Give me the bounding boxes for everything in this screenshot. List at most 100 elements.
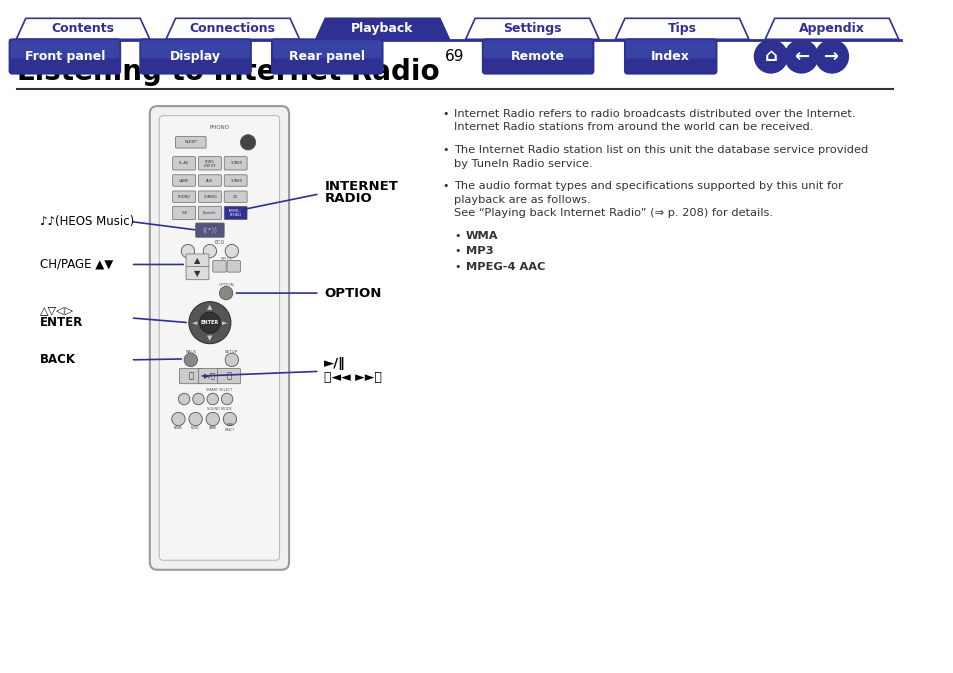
Text: •: •	[454, 231, 460, 241]
Circle shape	[225, 244, 238, 258]
Text: ▶/⏸: ▶/⏸	[204, 373, 215, 380]
Circle shape	[189, 302, 231, 344]
Circle shape	[199, 312, 220, 333]
FancyBboxPatch shape	[175, 137, 206, 148]
Polygon shape	[315, 18, 449, 39]
Circle shape	[783, 39, 818, 73]
Polygon shape	[16, 18, 150, 39]
Text: ((•)): ((•))	[202, 227, 217, 234]
FancyBboxPatch shape	[224, 157, 247, 170]
Text: PQRS
VW XY: PQRS VW XY	[204, 159, 215, 168]
Text: MPEG-4 AAC: MPEG-4 AAC	[465, 262, 544, 272]
FancyBboxPatch shape	[481, 38, 594, 75]
FancyBboxPatch shape	[623, 38, 717, 75]
FancyBboxPatch shape	[172, 206, 195, 219]
Text: The Internet Radio station list on this unit the database service provided: The Internet Radio station list on this …	[454, 145, 867, 155]
Text: →: →	[823, 48, 839, 65]
Text: GAME: GAME	[209, 425, 216, 429]
Text: ♪♪(HEOS Music): ♪♪(HEOS Music)	[40, 215, 134, 228]
Text: WMA: WMA	[465, 231, 497, 241]
FancyBboxPatch shape	[159, 116, 279, 560]
Text: PHONO: PHONO	[210, 125, 230, 130]
Text: Settings: Settings	[502, 22, 561, 35]
FancyBboxPatch shape	[224, 175, 247, 186]
Text: MY FS: MY FS	[221, 256, 232, 260]
FancyBboxPatch shape	[198, 206, 221, 219]
Text: INTERNET
NET/AUX: INTERNET NET/AUX	[229, 209, 242, 217]
Text: ◄: ◄	[192, 320, 197, 326]
Text: The audio format types and specifications supported by this unit for: The audio format types and specification…	[454, 182, 842, 191]
Circle shape	[223, 413, 236, 426]
Text: Display: Display	[170, 50, 221, 63]
Text: Rear panel: Rear panel	[289, 50, 365, 63]
FancyBboxPatch shape	[224, 191, 247, 203]
Text: Internet Radio stations from around the world can be received.: Internet Radio stations from around the …	[454, 122, 813, 133]
Text: ►: ►	[222, 320, 228, 326]
Text: SLEEP: SLEEP	[184, 141, 197, 144]
Text: BACK: BACK	[40, 353, 76, 366]
Text: TUNER: TUNER	[230, 162, 241, 166]
Text: OPTION: OPTION	[324, 287, 381, 299]
FancyBboxPatch shape	[186, 267, 209, 280]
Text: BACK: BACK	[185, 350, 196, 354]
Text: •: •	[442, 182, 449, 191]
Text: •: •	[442, 145, 449, 155]
Text: ⏭: ⏭	[226, 371, 232, 381]
Circle shape	[753, 39, 787, 73]
Text: CH/PAGE ▲▼: CH/PAGE ▲▼	[40, 258, 113, 271]
Text: ▲: ▲	[194, 256, 200, 265]
Text: ENTER: ENTER	[201, 320, 219, 325]
Text: AUX: AUX	[206, 178, 213, 182]
FancyBboxPatch shape	[217, 368, 240, 384]
Polygon shape	[465, 18, 598, 39]
Text: RADIO: RADIO	[324, 192, 372, 205]
Text: USB: USB	[181, 211, 187, 215]
Polygon shape	[166, 18, 299, 39]
Text: Tips: Tips	[667, 22, 696, 35]
Text: INTERNET: INTERNET	[324, 180, 397, 192]
FancyBboxPatch shape	[227, 260, 240, 272]
Text: Index: Index	[651, 50, 689, 63]
FancyBboxPatch shape	[172, 157, 195, 170]
FancyBboxPatch shape	[186, 254, 209, 267]
FancyBboxPatch shape	[172, 191, 195, 203]
FancyBboxPatch shape	[198, 175, 221, 186]
Circle shape	[225, 353, 238, 367]
FancyBboxPatch shape	[139, 38, 252, 75]
Text: ENTER: ENTER	[40, 316, 83, 329]
Text: Internet Radio refers to radio broadcasts distributed over the Internet.: Internet Radio refers to radio broadcast…	[454, 109, 855, 119]
Text: ▼: ▼	[207, 335, 213, 341]
Circle shape	[219, 287, 233, 299]
Text: ECO: ECO	[214, 240, 224, 245]
Text: Remote: Remote	[511, 50, 564, 63]
Text: SMART SELECT: SMART SELECT	[206, 388, 233, 392]
FancyBboxPatch shape	[179, 368, 202, 384]
Circle shape	[203, 244, 216, 258]
FancyBboxPatch shape	[150, 106, 289, 570]
Text: 69: 69	[444, 49, 463, 64]
Circle shape	[181, 244, 194, 258]
FancyBboxPatch shape	[271, 38, 383, 75]
Text: Playback: Playback	[351, 22, 414, 35]
Text: TUNING: TUNING	[203, 194, 216, 199]
Circle shape	[172, 413, 185, 426]
FancyBboxPatch shape	[198, 157, 221, 170]
Circle shape	[240, 135, 255, 150]
Text: GAME: GAME	[179, 178, 189, 182]
Text: MUSIC: MUSIC	[191, 425, 200, 429]
FancyBboxPatch shape	[195, 223, 224, 238]
Text: ⏮: ⏮	[188, 371, 193, 381]
Text: PURE
DIRECT: PURE DIRECT	[225, 423, 234, 432]
Text: •: •	[454, 262, 460, 272]
Text: MOVIE: MOVIE	[173, 425, 183, 429]
Text: playback are as follows.: playback are as follows.	[454, 194, 590, 205]
FancyBboxPatch shape	[213, 260, 226, 272]
Text: △▽◁▷: △▽◁▷	[40, 306, 74, 315]
FancyBboxPatch shape	[224, 206, 247, 219]
Circle shape	[184, 353, 197, 367]
Text: ⌂: ⌂	[763, 48, 777, 65]
Text: ⏮◄◄ ►►⏭: ⏮◄◄ ►►⏭	[324, 371, 382, 384]
Text: PHONO: PHONO	[177, 194, 191, 199]
Text: •: •	[442, 109, 449, 119]
Circle shape	[221, 393, 233, 404]
